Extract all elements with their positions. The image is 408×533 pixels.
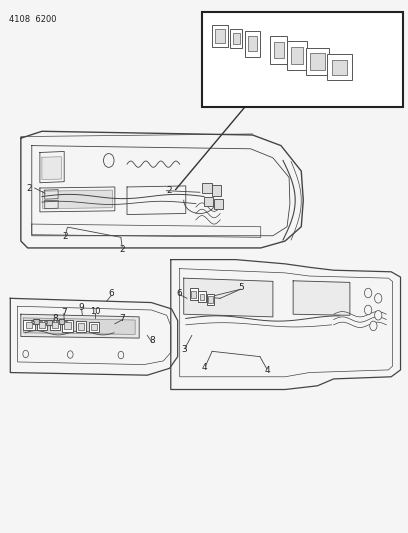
Text: 3: 3 — [181, 345, 186, 354]
Bar — [23, 319, 35, 330]
Polygon shape — [21, 314, 139, 338]
Bar — [271, 36, 288, 64]
Text: 10: 10 — [90, 307, 101, 316]
Bar — [46, 319, 52, 325]
Bar — [212, 25, 228, 47]
Circle shape — [370, 321, 377, 330]
Text: 4: 4 — [265, 366, 271, 375]
Bar — [332, 60, 347, 75]
Bar — [33, 319, 39, 324]
Text: 1: 1 — [342, 36, 348, 45]
Bar — [37, 319, 47, 330]
Text: 8: 8 — [149, 336, 155, 345]
Polygon shape — [21, 131, 303, 248]
Bar — [274, 42, 284, 59]
Polygon shape — [42, 157, 61, 180]
Bar — [207, 294, 214, 305]
Bar — [78, 323, 84, 329]
Polygon shape — [10, 298, 177, 375]
Text: 7: 7 — [61, 308, 67, 317]
Bar — [233, 33, 240, 44]
Circle shape — [67, 351, 73, 358]
Polygon shape — [32, 224, 261, 237]
Polygon shape — [180, 269, 392, 377]
Polygon shape — [171, 260, 401, 390]
Circle shape — [104, 154, 114, 167]
Text: 4108  6200: 4108 6200 — [9, 14, 57, 23]
Bar — [26, 321, 32, 328]
Bar — [58, 319, 64, 324]
Bar — [202, 183, 212, 193]
Bar — [44, 321, 47, 323]
Text: 9: 9 — [79, 303, 84, 312]
Bar — [91, 324, 97, 330]
Bar — [39, 321, 45, 328]
Bar — [190, 288, 198, 300]
Circle shape — [375, 294, 382, 303]
Polygon shape — [293, 281, 350, 316]
Polygon shape — [184, 278, 273, 317]
Bar — [39, 320, 42, 322]
Text: 1: 1 — [392, 67, 398, 76]
Polygon shape — [32, 146, 290, 236]
Polygon shape — [127, 186, 186, 215]
Bar — [191, 290, 196, 297]
Text: 6: 6 — [176, 288, 182, 297]
Text: 2: 2 — [62, 232, 68, 241]
Text: 5: 5 — [238, 283, 244, 292]
Bar — [51, 319, 60, 330]
Bar — [56, 320, 59, 322]
Polygon shape — [45, 200, 58, 209]
Bar — [291, 47, 303, 64]
Circle shape — [364, 288, 372, 298]
Bar — [214, 199, 223, 209]
Polygon shape — [45, 190, 58, 199]
Bar — [204, 197, 213, 206]
Polygon shape — [24, 318, 135, 334]
Circle shape — [23, 350, 29, 358]
Bar — [248, 36, 257, 52]
Bar — [208, 296, 213, 303]
Text: 2: 2 — [119, 245, 125, 254]
Bar — [198, 292, 206, 302]
Bar — [287, 41, 307, 70]
Polygon shape — [40, 151, 64, 183]
Circle shape — [364, 305, 372, 315]
Bar — [231, 29, 242, 47]
Text: 6: 6 — [109, 289, 115, 298]
Text: 4: 4 — [202, 363, 208, 372]
Bar — [89, 321, 99, 332]
Bar — [215, 29, 225, 43]
Bar — [31, 320, 34, 322]
Bar — [64, 322, 71, 329]
Text: 8: 8 — [52, 314, 58, 323]
Bar — [62, 320, 73, 332]
Bar — [202, 12, 403, 108]
Text: 7: 7 — [119, 314, 124, 323]
Circle shape — [118, 351, 124, 359]
Bar — [310, 53, 324, 70]
Polygon shape — [18, 306, 171, 365]
Bar — [212, 185, 221, 196]
Text: 2: 2 — [26, 183, 32, 192]
Text: 2: 2 — [166, 186, 171, 195]
Bar — [64, 320, 67, 322]
Bar — [52, 321, 55, 323]
Circle shape — [375, 311, 382, 320]
Bar — [200, 294, 204, 300]
Bar — [52, 321, 58, 328]
Polygon shape — [40, 187, 115, 212]
Polygon shape — [43, 190, 113, 209]
Bar — [76, 321, 86, 332]
Bar — [245, 31, 260, 56]
Bar — [327, 54, 353, 80]
Bar — [306, 47, 329, 75]
